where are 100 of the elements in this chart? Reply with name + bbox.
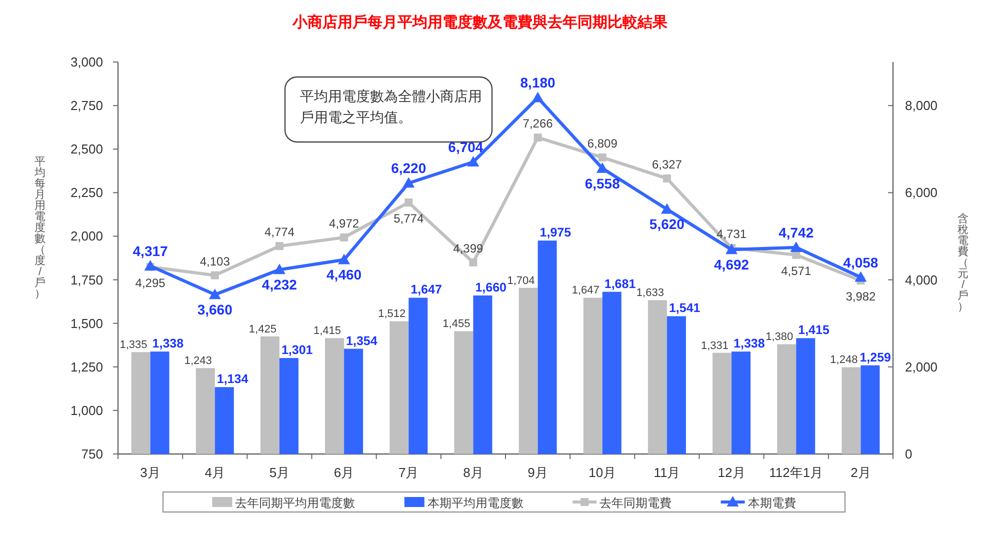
data-label: 1,633 — [636, 287, 664, 300]
x-tick-label: 5月 — [269, 465, 290, 480]
data-label: 6,220 — [391, 160, 426, 176]
point — [144, 260, 156, 270]
y-tick-label: 1,750 — [70, 272, 103, 288]
data-label: 4,399 — [453, 241, 484, 256]
data-label: 1,415 — [798, 323, 830, 338]
legend-label: 去年同期電費 — [600, 496, 672, 510]
x-tick-label: 7月 — [398, 465, 419, 480]
data-label: 4,972 — [329, 216, 360, 230]
y-tick-label: 2,250 — [70, 185, 103, 200]
data-label: 3,660 — [197, 302, 233, 318]
data-label: 4,317 — [132, 242, 168, 259]
point — [275, 242, 284, 250]
point — [469, 258, 478, 266]
data-label: 1,335 — [120, 339, 148, 352]
data-label: 1,541 — [668, 301, 700, 316]
y-tick-label: 1,000 — [70, 402, 103, 418]
point — [338, 254, 350, 264]
data-label: 4,742 — [778, 224, 814, 240]
point — [340, 233, 348, 242]
data-label: 1,512 — [378, 308, 406, 320]
data-label: 1,259 — [860, 350, 892, 364]
point — [854, 271, 867, 282]
x-tick-label: 9月 — [528, 465, 548, 480]
x-tick-label: 2月 — [850, 465, 871, 480]
annotation: 平均用電度數為全體小商店用戶用電之平均值。 — [300, 88, 482, 125]
y2-tick-label: 4,000 — [905, 272, 938, 288]
point — [662, 174, 671, 182]
data-label: 4,731 — [716, 226, 747, 241]
data-label: 6,809 — [587, 136, 618, 150]
y-axis-title: 平均每月用電度數（度/戶） — [34, 156, 46, 300]
data-label: 4,232 — [262, 276, 298, 293]
point — [208, 288, 221, 300]
y-tick-label: 1,500 — [70, 316, 103, 331]
x-tick-label: 3月 — [140, 465, 160, 480]
point — [596, 162, 608, 173]
point — [532, 92, 544, 102]
data-label: 4,571 — [781, 264, 812, 278]
data-label: 1,647 — [410, 282, 442, 297]
point — [598, 153, 606, 162]
data-label: 1,331 — [701, 340, 729, 352]
data-label: 1,134 — [216, 372, 248, 386]
legend-label: 本期電費 — [748, 496, 796, 510]
data-label: 1,425 — [248, 323, 276, 336]
data-label: 1,455 — [442, 318, 470, 330]
x-tick-label: 112年1月 — [769, 465, 824, 480]
y-tick-label: 750 — [81, 446, 103, 462]
data-label: 1,415 — [314, 325, 342, 338]
data-label: 4,058 — [843, 254, 878, 270]
y-tick-label: 2,500 — [70, 142, 103, 157]
y2-tick-label: 2,000 — [905, 359, 938, 374]
point — [467, 156, 480, 167]
legend-label: 本期平均用電度數 — [427, 496, 524, 510]
legend-label: 去年同期平均用電度數 — [235, 496, 356, 510]
y-tick-label: 3,000 — [70, 54, 103, 70]
data-label: 4,103 — [200, 254, 230, 268]
data-label: 4,692 — [714, 256, 750, 273]
x-tick-label: 12月 — [718, 465, 746, 480]
y2-tick-label: 0 — [905, 446, 912, 462]
data-label: 1,338 — [734, 336, 765, 351]
point — [273, 264, 286, 274]
data-label: 5,620 — [649, 216, 685, 232]
data-label: 4,774 — [264, 225, 295, 240]
x-tick-label: 10月 — [588, 465, 616, 480]
x-tick-label: 6月 — [334, 465, 354, 480]
data-label: 4,460 — [326, 266, 362, 283]
y-tick-label: 2,750 — [70, 98, 103, 114]
data-label: 1,380 — [766, 331, 794, 344]
y-tick-label: 2,000 — [70, 228, 103, 244]
x-tick-label: 8月 — [463, 465, 484, 480]
data-label: 6,327 — [652, 157, 682, 172]
data-label: 1,660 — [475, 280, 507, 294]
x-tick-label: 4月 — [204, 465, 225, 480]
data-label: 7,266 — [522, 116, 554, 131]
chart-title: 小商店用戶每月平均用電度數及電費與去年同期比較結果 — [292, 13, 668, 31]
point — [534, 134, 542, 142]
x-tick-label: 11月 — [654, 465, 680, 480]
y-tick-label: 1,250 — [70, 359, 103, 374]
point — [660, 203, 673, 214]
data-label: 1,681 — [604, 276, 636, 291]
y2-tick-label: 6,000 — [905, 185, 938, 200]
y2-axis-title: 含稅電費（元/戶） — [958, 213, 968, 313]
annotation: 平均用電度數為全體小商店用戶用電之平均值。 — [284, 76, 493, 143]
data-label: 1,354 — [346, 334, 378, 348]
point — [404, 198, 413, 207]
data-label: 3,982 — [846, 290, 876, 304]
point — [790, 241, 802, 252]
data-label: 4,295 — [135, 276, 166, 290]
data-label: 1,975 — [540, 226, 572, 240]
point — [726, 244, 738, 254]
data-label: 6,558 — [584, 175, 620, 192]
data-label: 1,301 — [281, 343, 313, 358]
point — [402, 177, 415, 188]
data-label: 8,180 — [520, 74, 556, 91]
y2-tick-label: 8,000 — [905, 98, 938, 114]
data-label: 1,338 — [152, 336, 184, 351]
data-label: 1,248 — [830, 354, 858, 366]
point — [210, 271, 219, 280]
data-label: 1,704 — [507, 274, 535, 287]
